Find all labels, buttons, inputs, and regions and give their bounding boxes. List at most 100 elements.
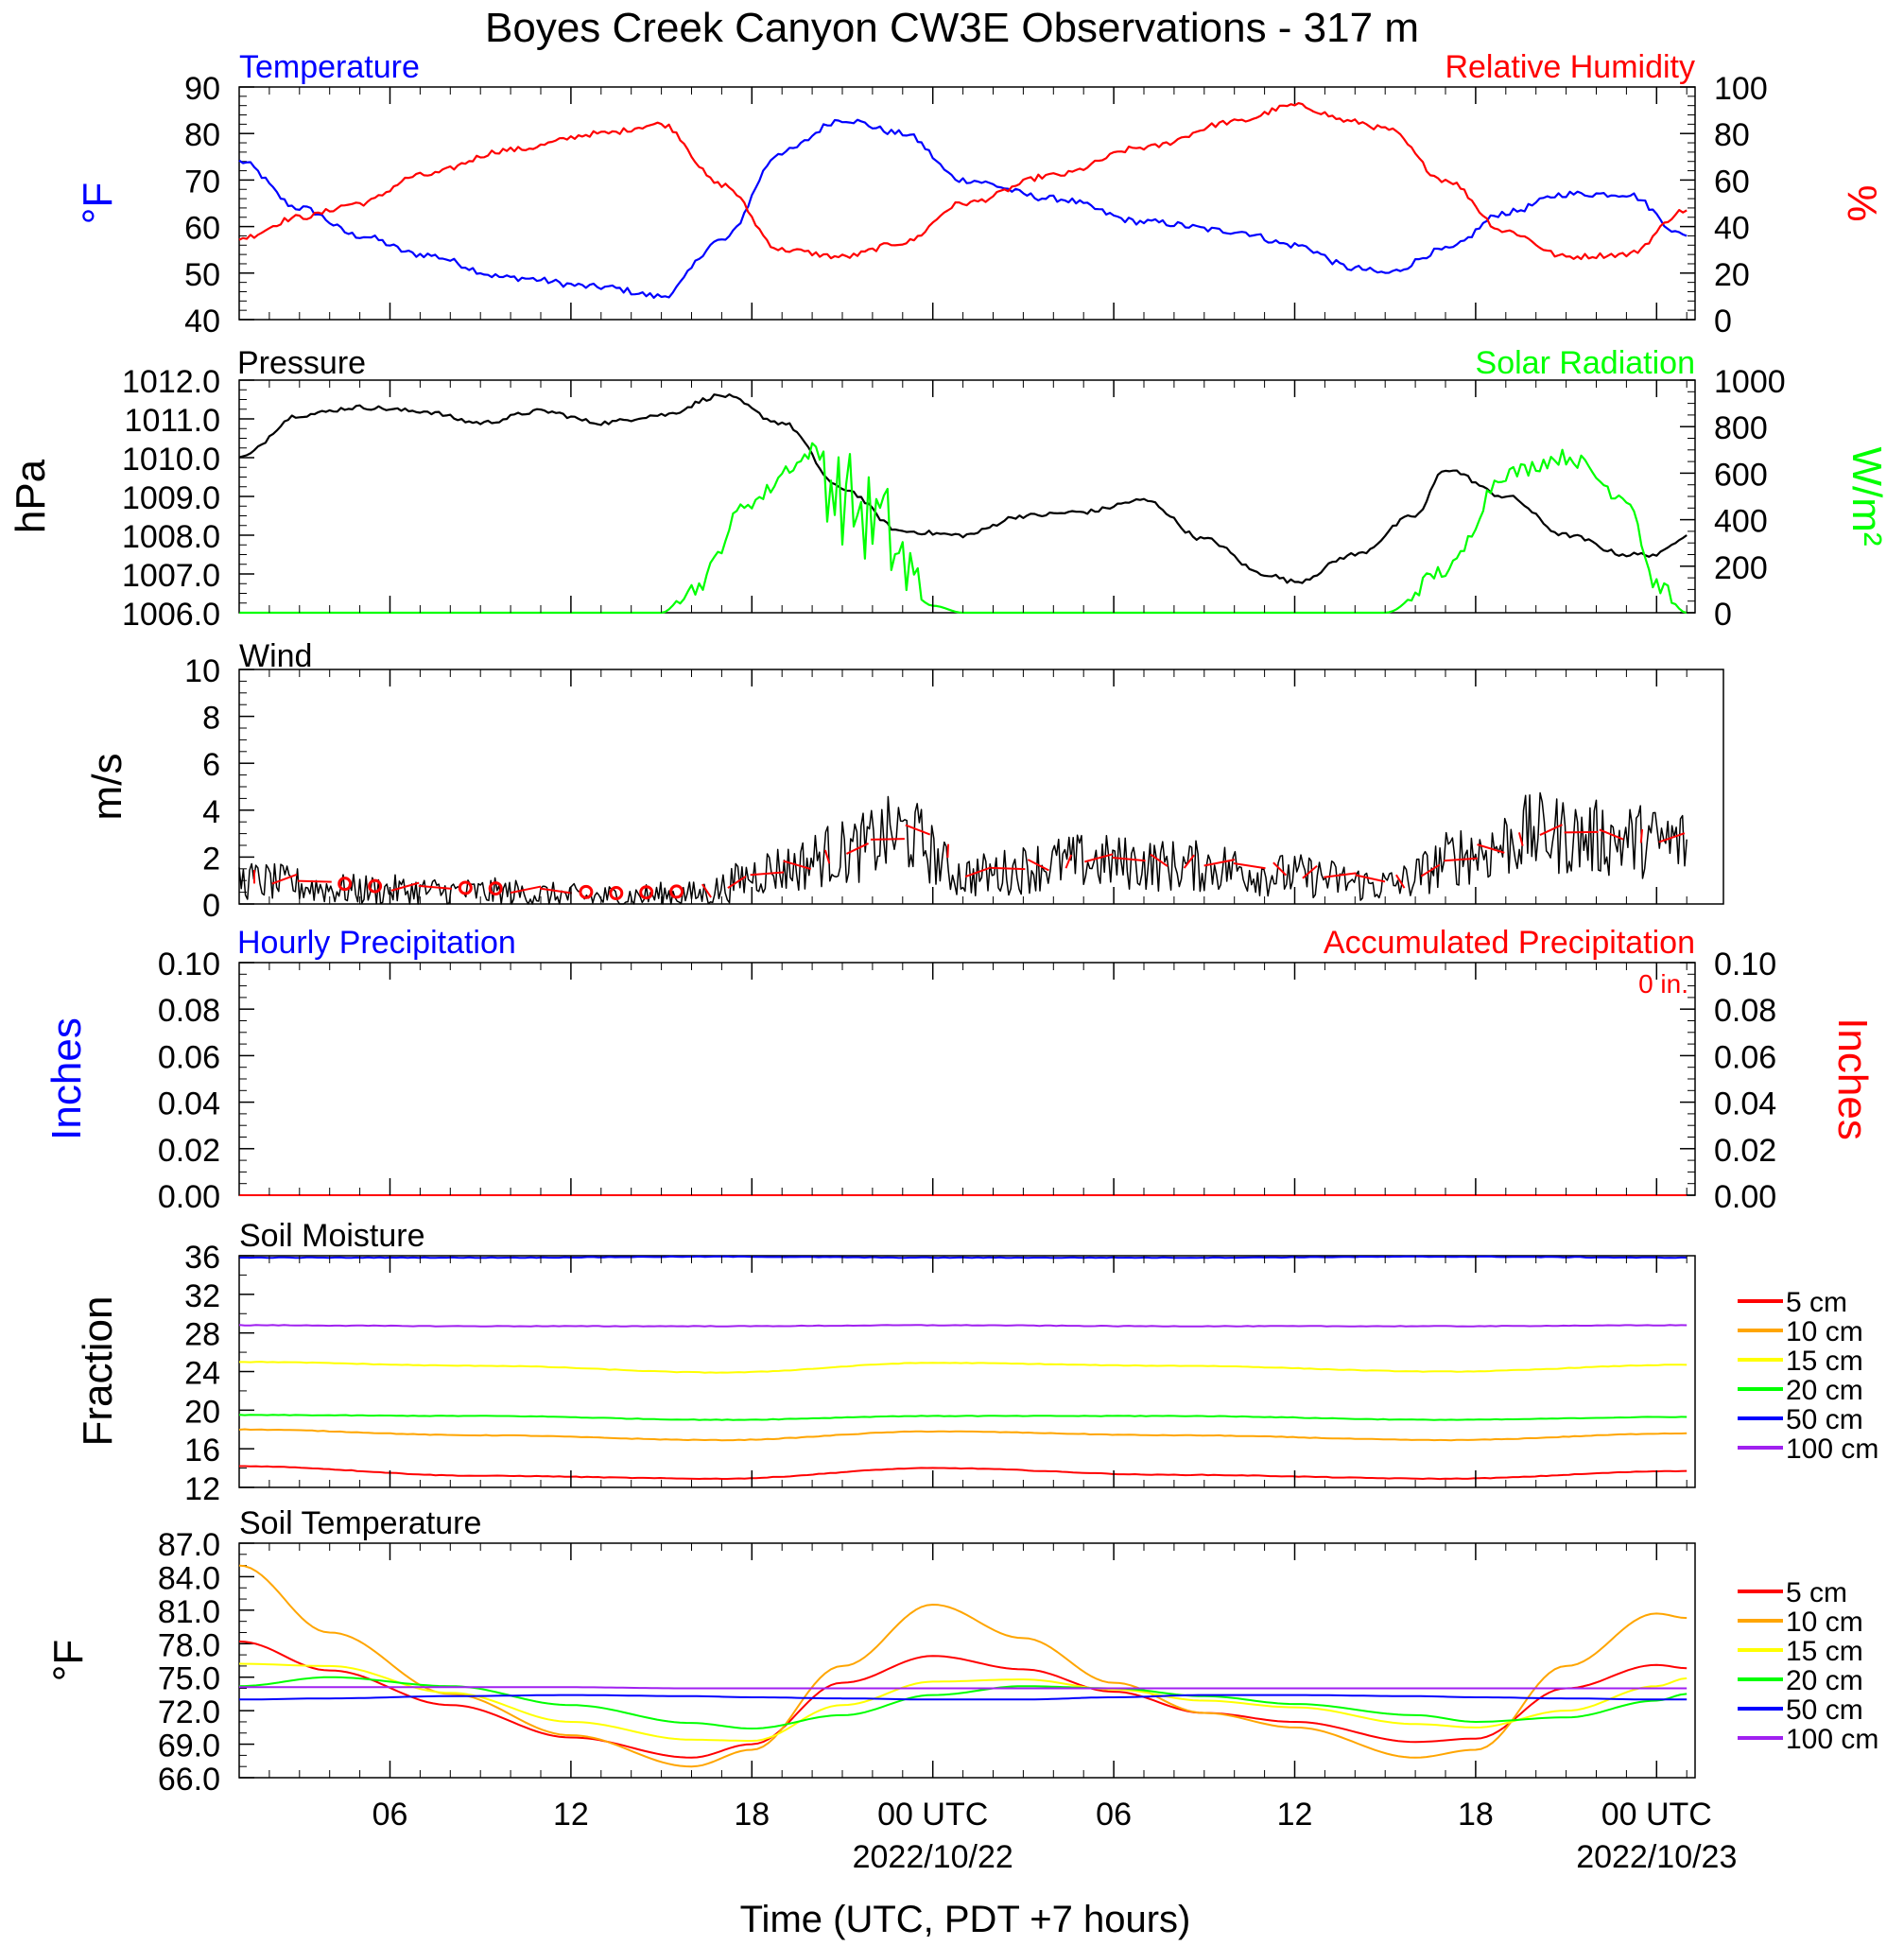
x-date-label: 2022/10/22 [853, 1839, 1013, 1875]
panel-title-accumulated-precipitation: Accumulated Precipitation [1324, 925, 1695, 961]
series-temp-rh [238, 102, 1688, 299]
solar-radiation-line [239, 442, 1688, 615]
legend-label: 100 cm [1786, 1433, 1878, 1465]
wind-barb [905, 824, 931, 836]
wind-barb [1564, 830, 1599, 834]
y-tick-label: 2 [202, 841, 220, 877]
x-tick-label: 00 UTC [877, 1797, 988, 1833]
y-tick-label: 0.10 [158, 947, 220, 982]
y-tick-label: 60 [184, 211, 220, 247]
y-tick-label: 0 [1714, 304, 1732, 339]
ylabel-wind: m/s [84, 754, 130, 821]
y-tick-label: 6 [202, 747, 220, 783]
panel-title-temperature: Temperature [239, 49, 420, 85]
plot-frame [238, 962, 1696, 1196]
calm-wind-circle [338, 877, 353, 892]
legend-label: 20 cm [1786, 1375, 1863, 1406]
tick-labels-pressure: 1012.01011.01010.01009.01008.01007.01006… [122, 364, 254, 633]
tick-labels-soil-temperature: 87.084.081.078.075.072.069.066.0 [158, 1527, 254, 1798]
wind-barb [991, 866, 1026, 871]
y-tick-label: 200 [1714, 550, 1768, 586]
y-tick-label: 69.0 [158, 1729, 220, 1764]
x-tick-label: 00 UTC [1601, 1797, 1712, 1833]
plot-frame [238, 379, 1696, 614]
panel-title-soil-moisture: Soil Moisture [239, 1218, 425, 1254]
y-tick-label: 84.0 [158, 1560, 220, 1596]
y-tick-label: 0.10 [1714, 947, 1776, 982]
legend-label: 15 cm [1786, 1636, 1863, 1667]
y-tick-label: 0.04 [158, 1086, 220, 1122]
y-tick-label: 0.02 [158, 1133, 220, 1169]
x-tick-label: 06 [372, 1797, 408, 1833]
y-tick-label: 0.02 [1714, 1133, 1776, 1169]
wind-barb [297, 879, 332, 883]
x-tick-labels: 06 12 18 00 UTC 06 12 18 00 UTC 2022/10/22 2022/1… [238, 87, 1737, 1875]
x-tick-label: 18 [734, 1797, 770, 1833]
legend-label: 5 cm [1786, 1577, 1847, 1608]
tick-labels-temperature: 90 80 70 60 50 40 [184, 71, 254, 339]
y-tick-label: 0.08 [1714, 993, 1776, 1029]
panel-title-relative-humidity: Relative Humidity [1445, 49, 1695, 85]
y-tick-label: 0.04 [1714, 1086, 1776, 1122]
soil-moisture-line-50cm [238, 1255, 1688, 1260]
calm-wind-circle [639, 885, 654, 900]
wind-barb [510, 885, 542, 895]
y-tick-label: 80 [1714, 117, 1750, 153]
wind-barb [1112, 856, 1146, 862]
wind-barb [1272, 861, 1288, 877]
wind-barb [1027, 859, 1049, 872]
y-tick-label: 1009.0 [122, 480, 220, 516]
legend-label: 15 cm [1786, 1346, 1863, 1377]
y-tick-label: 1000 [1714, 364, 1786, 400]
y-tick-label: 0.08 [158, 993, 220, 1029]
wind-barb [701, 883, 712, 898]
panel-wind: Wind m/s 10 8 6 4 2 0 [84, 638, 1724, 924]
soil-temperature-line-15cm [238, 1662, 1688, 1742]
temperature-line [238, 118, 1688, 299]
wind-barb [845, 843, 870, 855]
y-tick-label: 40 [184, 304, 220, 339]
panel-pressure-solar: Pressure Solar Radiation hPa W/m² 1012.0… [8, 345, 1890, 633]
wind-barb [1203, 859, 1236, 867]
panel-title-solar-radiation: Solar Radiation [1476, 345, 1695, 381]
wind-barb [1517, 832, 1524, 846]
y-tick-label: 40 [1714, 211, 1750, 247]
ylabel-solar-radiation: W/m² [1843, 446, 1890, 546]
soil-temperature-line-10cm [238, 1564, 1688, 1768]
calm-wind-circle [458, 880, 473, 895]
x-tick-label: 12 [1277, 1797, 1313, 1833]
panel-title-wind: Wind [239, 638, 312, 674]
y-tick-label: 600 [1714, 457, 1768, 493]
wind-barb [1065, 854, 1073, 869]
wind-barb [271, 873, 298, 885]
wind-barb [750, 871, 785, 877]
legend-label: 5 cm [1786, 1287, 1847, 1318]
tick-labels-relative-humidity: 100 80 60 40 20 0 [1680, 71, 1768, 339]
x-axis-title: Time (UTC, PDT +7 hours) [740, 1899, 1191, 1940]
wind-barb [1394, 874, 1406, 889]
y-tick-label: 1011.0 [125, 403, 220, 439]
y-tick-label: 87.0 [158, 1527, 220, 1563]
wind-barb [1599, 828, 1624, 841]
soil-moisture-line-5cm [239, 1465, 1688, 1481]
y-tick-label: 400 [1714, 504, 1768, 540]
y-tick-label: 1012.0 [122, 364, 220, 400]
plot-frame [238, 86, 1696, 321]
series-soil-moisture [238, 1255, 1688, 1481]
y-tick-label: 32 [184, 1278, 220, 1314]
y-tick-label: 81.0 [158, 1594, 220, 1630]
wind-barb [1444, 857, 1478, 862]
y-tick-label: 36 [184, 1240, 220, 1276]
y-tick-label: 66.0 [158, 1762, 220, 1798]
legend-label: 20 cm [1786, 1665, 1863, 1696]
calm-wind-circle [669, 884, 684, 899]
plot-frame [238, 1542, 1696, 1779]
wind-barb [1539, 824, 1563, 836]
calm-wind-circle [609, 886, 624, 901]
wind-barb [964, 866, 992, 877]
y-tick-label: 0.06 [158, 1039, 220, 1075]
y-tick-label: 0 [1714, 597, 1732, 633]
ylabel-accumulated-precipitation: Inches [1829, 1017, 1876, 1140]
